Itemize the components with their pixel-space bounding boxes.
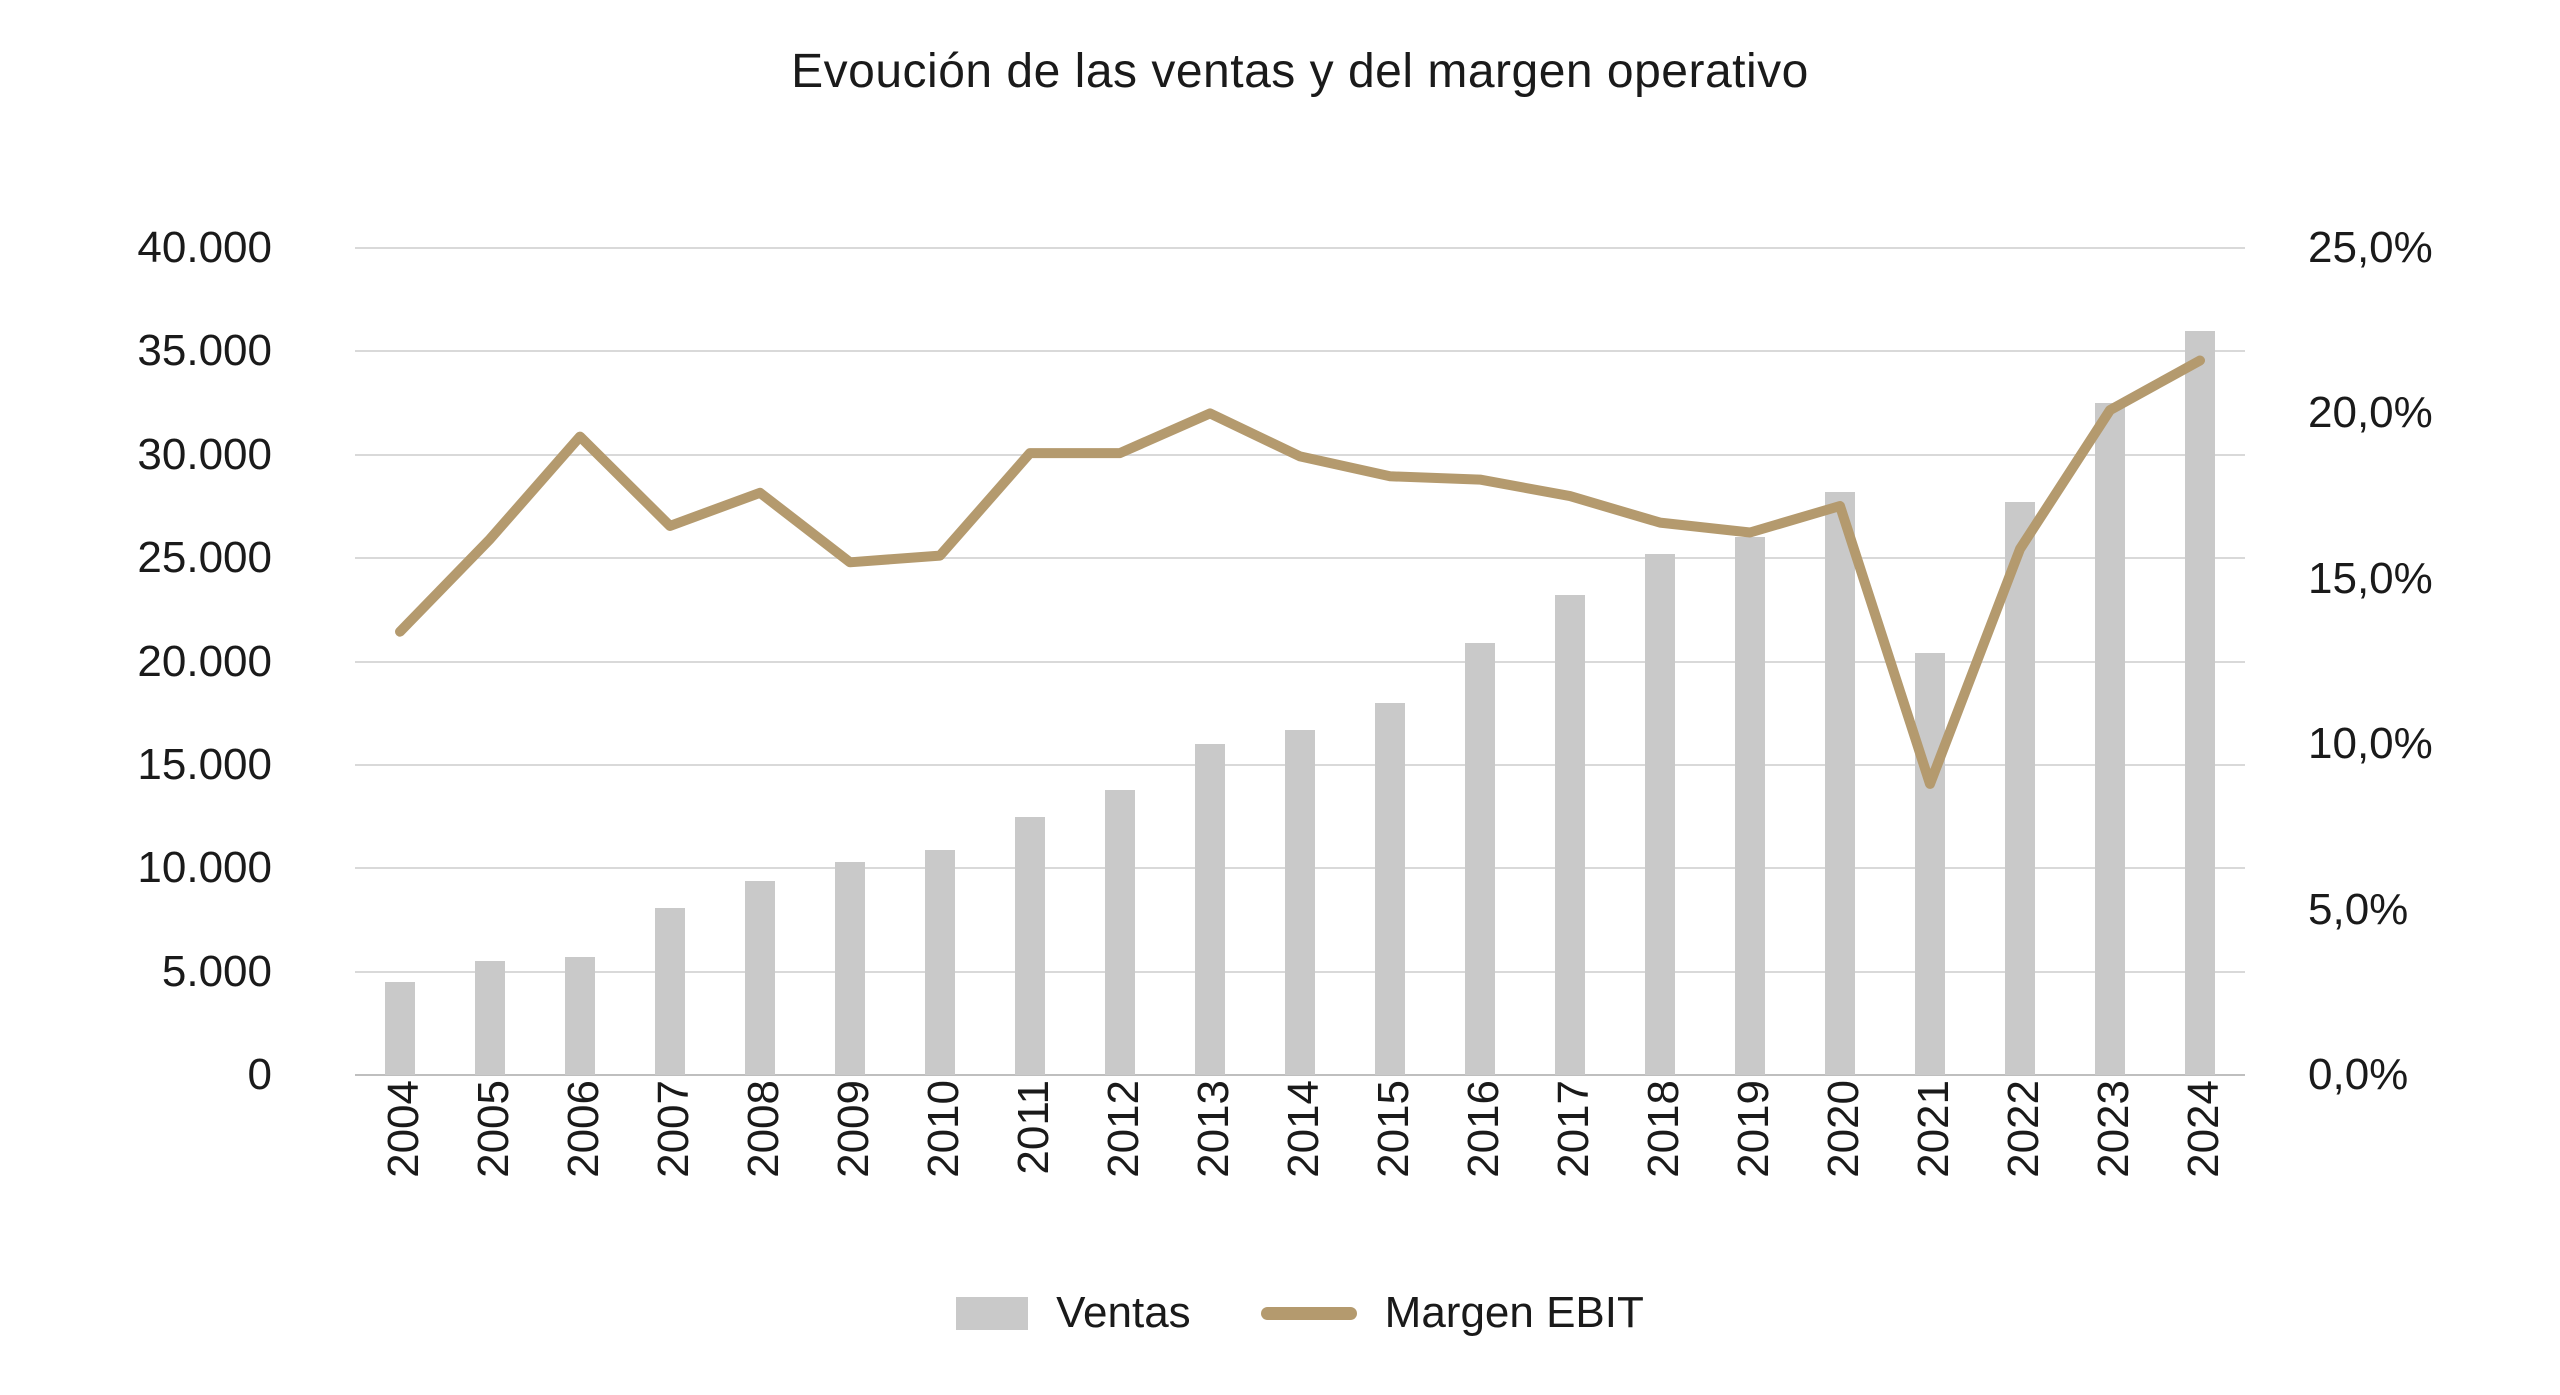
bar-2015 — [1375, 702, 1405, 1075]
right-axis-label-5,0%: 5,0% — [2308, 884, 2409, 934]
x-axis-label-2018: 2018 — [1639, 1080, 1688, 1178]
bar-2011 — [1015, 816, 1045, 1075]
x-axis-label-2020: 2020 — [1819, 1080, 1868, 1178]
bar-2004 — [385, 981, 415, 1075]
left-axis-label-10.000: 10.000 — [137, 843, 272, 893]
bar-2019 — [1735, 537, 1765, 1075]
x-axis-label-2019: 2019 — [1729, 1080, 1778, 1178]
margen-ebit-line-swatch-icon — [1260, 1306, 1357, 1320]
bar-2013 — [1195, 744, 1225, 1075]
left-axis-label-20.000: 20.000 — [137, 636, 272, 686]
chart-title: Evoución de las ventas y del margen oper… — [791, 45, 1809, 98]
right-axis-label-15,0%: 15,0% — [2308, 553, 2433, 603]
plot-area — [355, 247, 2245, 1076]
x-axis-label-2021: 2021 — [1909, 1080, 1958, 1178]
x-axis-label-2022: 2022 — [1999, 1080, 2048, 1178]
left-axis-label-40.000: 40.000 — [137, 223, 272, 272]
x-axis-baseline — [355, 1074, 2245, 1076]
bar-2005 — [475, 961, 505, 1075]
ventas-swatch-icon — [956, 1296, 1029, 1330]
margen-ebit-line — [395, 355, 2205, 789]
legend-label-margen-ebit: Margen EBIT — [1384, 1288, 1644, 1337]
bar-2022 — [2005, 502, 2035, 1075]
x-axis-label-2014: 2014 — [1279, 1080, 1328, 1178]
bar-2024 — [2185, 330, 2215, 1075]
x-axis-label-2009: 2009 — [829, 1080, 878, 1178]
x-axis-label-2006: 2006 — [559, 1080, 608, 1178]
gridline-40000 — [355, 247, 2245, 249]
x-axis-label-2004: 2004 — [379, 1080, 428, 1178]
x-axis-label-2017: 2017 — [1549, 1080, 1598, 1178]
x-axis-label-2011: 2011 — [1009, 1080, 1058, 1175]
x-axis-label-2013: 2013 — [1189, 1080, 1238, 1178]
bar-2023 — [2095, 403, 2125, 1075]
bar-2008 — [745, 880, 775, 1075]
gridline-20000 — [355, 660, 2245, 663]
left-axis-label-35.000: 35.000 — [137, 326, 272, 376]
right-axis-label-20,0%: 20,0% — [2308, 388, 2433, 438]
bar-2018 — [1645, 554, 1675, 1075]
gridline-35000 — [355, 350, 2245, 353]
bar-2009 — [835, 862, 865, 1075]
bar-2017 — [1555, 595, 1585, 1075]
x-axis-label-2005: 2005 — [469, 1080, 518, 1178]
left-axis-label-25.000: 25.000 — [137, 533, 272, 583]
legend-item-margen-ebit: Margen EBIT — [1260, 1288, 1644, 1338]
legend: Ventas Margen EBIT — [355, 1288, 2245, 1338]
left-axis-label-0: 0 — [247, 1050, 272, 1099]
left-axis-label-15.000: 15.000 — [137, 739, 272, 789]
bar-2007 — [655, 907, 685, 1075]
margen-ebit-line-layer — [395, 355, 2205, 789]
x-axis-label-2024: 2024 — [2179, 1080, 2228, 1178]
right-axis-label-10,0%: 10,0% — [2308, 719, 2433, 769]
bar-2016 — [1465, 642, 1495, 1075]
bar-2020 — [1825, 491, 1855, 1075]
right-axis-label-0,0%: 0,0% — [2308, 1050, 2409, 1099]
x-axis-label-2007: 2007 — [649, 1080, 698, 1178]
legend-label-ventas: Ventas — [1056, 1288, 1191, 1337]
bar-2014 — [1285, 729, 1315, 1075]
x-axis-label-2015: 2015 — [1369, 1080, 1418, 1178]
x-axis-label-2023: 2023 — [2089, 1080, 2138, 1178]
x-axis-label-2016: 2016 — [1459, 1080, 1508, 1178]
bar-2012 — [1105, 789, 1135, 1075]
left-axis-label-5.000: 5.000 — [161, 946, 272, 996]
right-axis-label-25,0%: 25,0% — [2308, 223, 2433, 272]
x-axis-label-2008: 2008 — [739, 1080, 788, 1178]
left-axis-label-30.000: 30.000 — [137, 429, 272, 479]
bar-2010 — [925, 849, 955, 1075]
x-axis-label-2010: 2010 — [919, 1080, 968, 1178]
bar-2006 — [565, 957, 595, 1075]
gridline-25000 — [355, 557, 2245, 560]
legend-item-ventas: Ventas — [956, 1288, 1191, 1338]
x-axis-label-2012: 2012 — [1099, 1080, 1148, 1178]
bar-2021 — [1915, 653, 1945, 1075]
